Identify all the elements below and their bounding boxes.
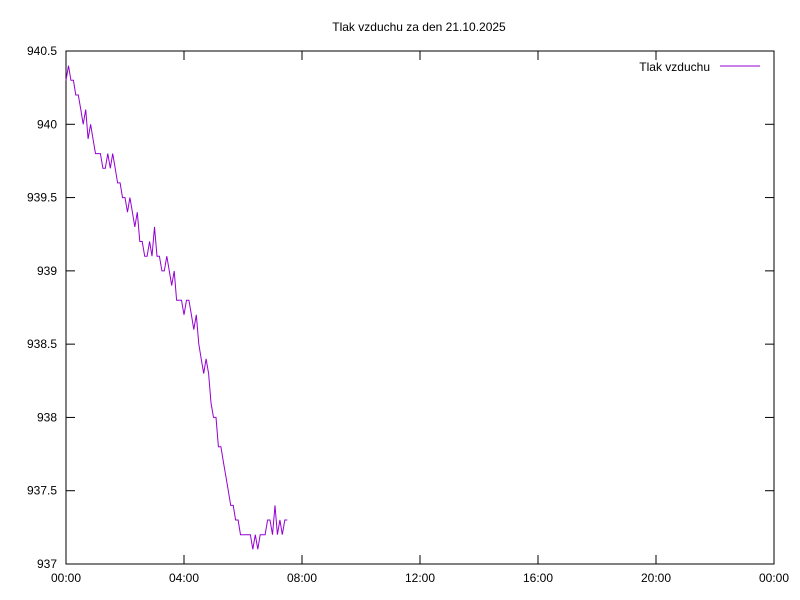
y-axis: 937 937.5 938 938.5 939 939.5 940 940.5 bbox=[27, 44, 774, 571]
x-tick-label: 16:00 bbox=[523, 571, 553, 585]
legend: Tlak vzduchu bbox=[639, 60, 760, 74]
x-tick-label: 04:00 bbox=[169, 571, 199, 585]
y-tick-label: 937 bbox=[37, 557, 57, 571]
x-tick-label: 20:00 bbox=[641, 571, 671, 585]
x-tick-label: 00:00 bbox=[51, 571, 81, 585]
series-line bbox=[65, 65, 288, 550]
y-tick-label: 938 bbox=[37, 410, 57, 424]
y-tick-label: 937.5 bbox=[27, 484, 57, 498]
y-tick-label: 940.5 bbox=[27, 44, 57, 58]
chart-title: Tlak vzduchu za den 21.10.2025 bbox=[332, 20, 506, 34]
x-tick-label: 12:00 bbox=[405, 571, 435, 585]
x-axis: 00:00 04:00 08:00 12:00 16:00 20:00 00:00 bbox=[51, 51, 789, 585]
y-tick-label: 939 bbox=[37, 264, 57, 278]
y-tick-label: 940 bbox=[37, 117, 57, 131]
series-layer bbox=[65, 65, 288, 550]
y-tick-label: 938.5 bbox=[27, 337, 57, 351]
legend-label: Tlak vzduchu bbox=[639, 60, 710, 74]
x-tick-label: 00:00 bbox=[759, 571, 789, 585]
x-tick-label: 08:00 bbox=[287, 571, 317, 585]
y-tick-label: 939.5 bbox=[27, 191, 57, 205]
